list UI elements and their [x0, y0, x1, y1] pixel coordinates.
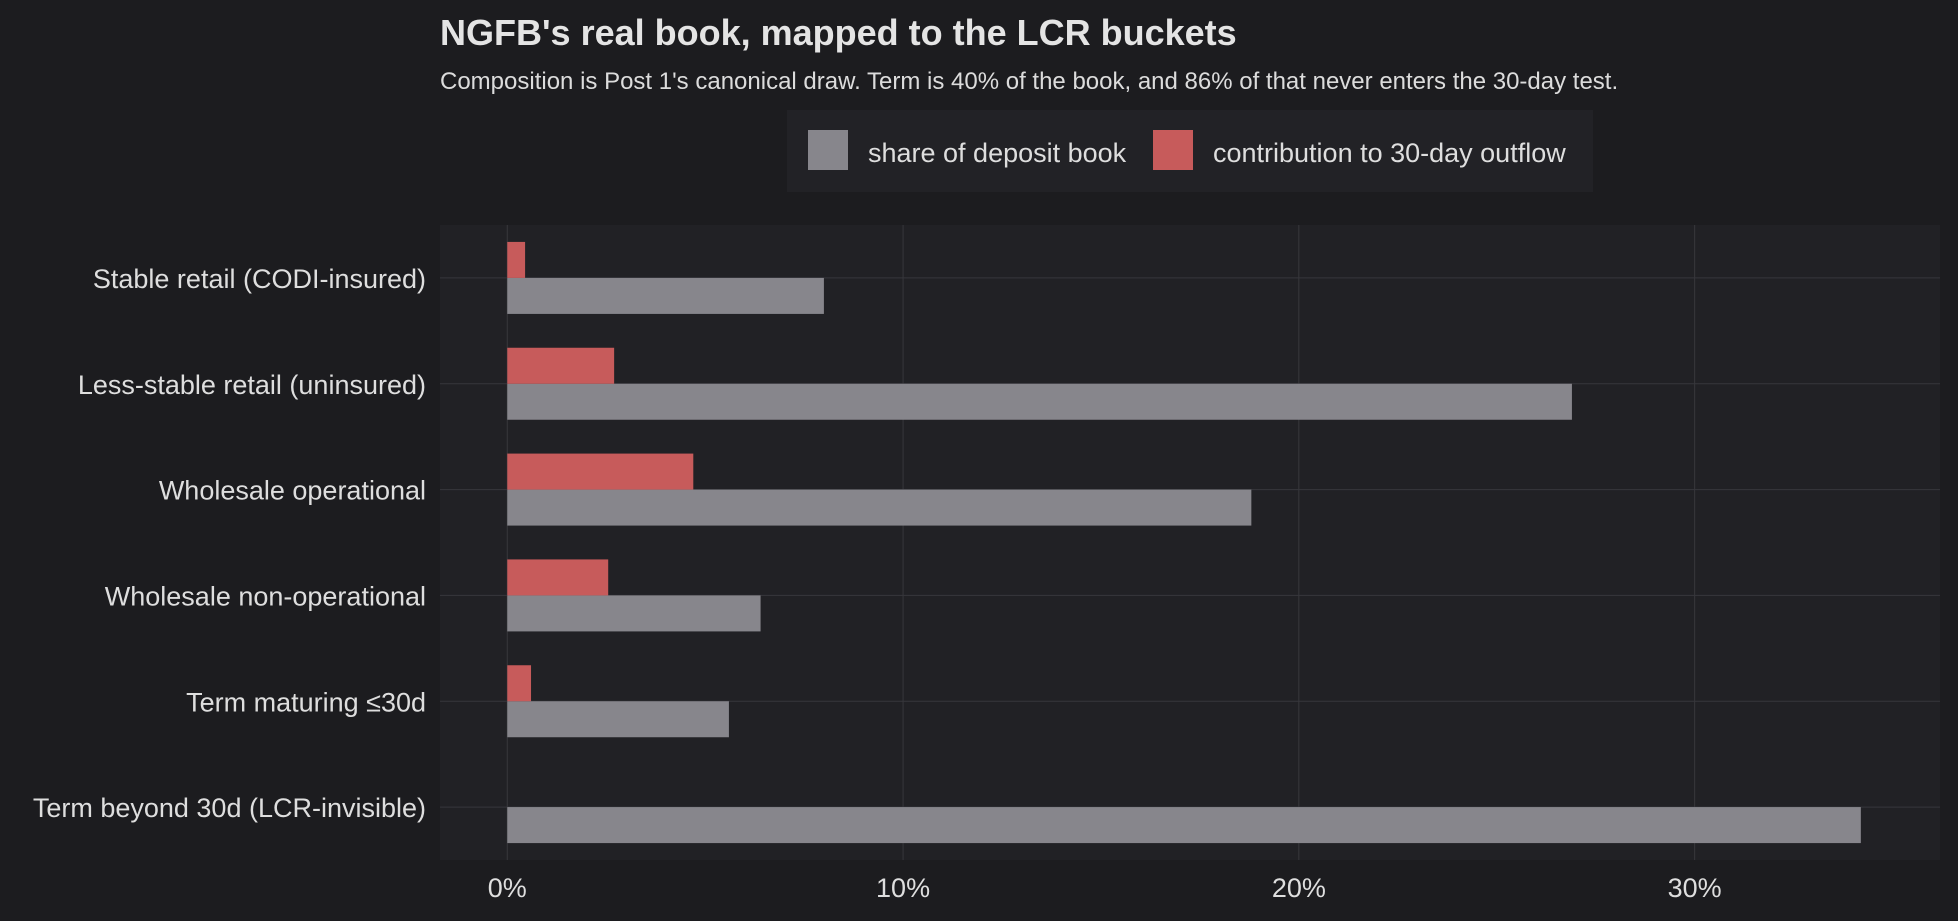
category-label-less-stable-retail-uninsured: Less-stable retail (uninsured) [78, 370, 426, 400]
chart-subtitle: Composition is Post 1's canonical draw. … [440, 68, 1618, 95]
bar-share-wholesale-non-operational [507, 595, 761, 632]
plot-panel [440, 225, 1940, 860]
bar-share-term-maturing-30d [507, 701, 729, 738]
legend: share of deposit book contribution to 30… [787, 110, 1593, 192]
legend-label-share: share of deposit book [868, 138, 1127, 168]
bar-outflow-less-stable-retail-uninsured [507, 347, 615, 384]
bar-share-term-beyond-30d-lcr-invisible [507, 807, 1861, 844]
category-label-wholesale-non-operational: Wholesale non-operational [105, 581, 426, 611]
category-label-term-maturing-30d: Term maturing ≤30d [186, 687, 426, 717]
x-tick-label: 30% [1668, 873, 1722, 903]
x-tick-label: 20% [1272, 873, 1326, 903]
bar-share-wholesale-operational [507, 489, 1252, 526]
category-label-term-beyond-30d-lcr-invisible: Term beyond 30d (LCR-invisible) [33, 793, 426, 823]
bar-outflow-stable-retail-codi-insured [507, 241, 526, 278]
x-axis-tick-labels: 0% 10% 20% 30% [488, 873, 1722, 903]
legend-swatch-outflow [1153, 130, 1193, 170]
bars [507, 241, 1861, 844]
bar-share-less-stable-retail-uninsured [507, 383, 1572, 420]
chart-title: NGFB's real book, mapped to the LCR buck… [440, 12, 1237, 53]
bar-outflow-term-maturing-30d [507, 665, 532, 702]
category-label-wholesale-operational: Wholesale operational [159, 476, 426, 506]
x-tick-label: 10% [876, 873, 930, 903]
bar-share-stable-retail-codi-insured [507, 277, 824, 314]
bar-outflow-wholesale-non-operational [507, 559, 609, 596]
x-tick-label: 0% [488, 873, 527, 903]
legend-label-outflow: contribution to 30-day outflow [1213, 138, 1566, 168]
bar-outflow-wholesale-operational [507, 453, 694, 490]
category-label-stable-retail-codi-insured: Stable retail (CODI-insured) [93, 264, 426, 294]
category-labels: Stable retail (CODI-insured) Less-stable … [33, 264, 426, 823]
legend-swatch-share [808, 130, 848, 170]
